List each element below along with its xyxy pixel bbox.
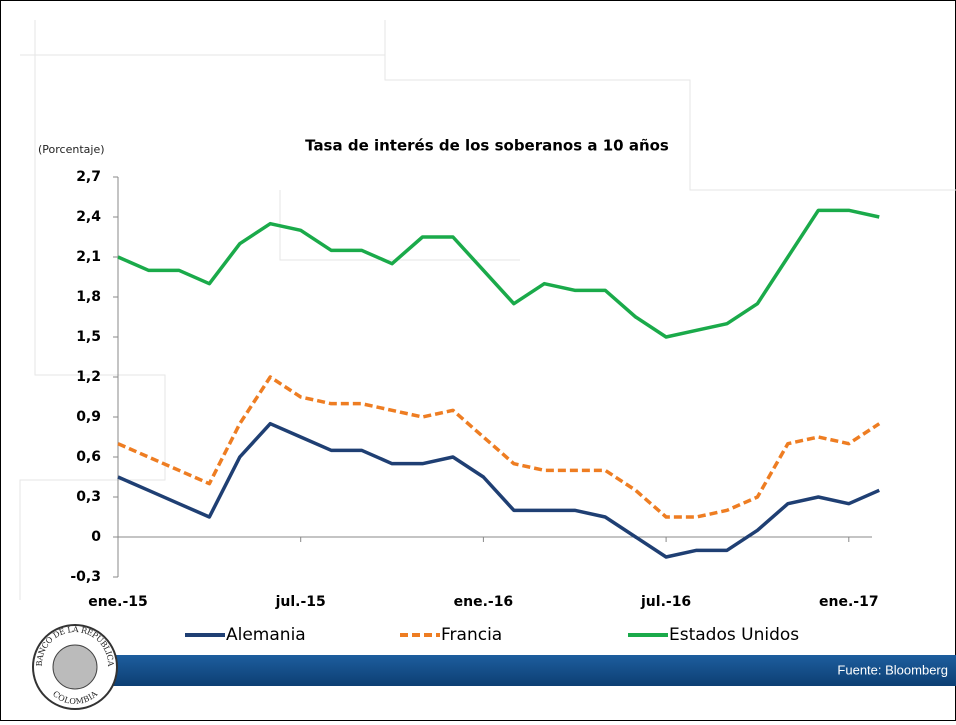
y-tick-label: 0,6 <box>76 449 101 465</box>
logo: BANCO DE LA REPUBLICA COLOMBIA <box>32 624 118 710</box>
plot: -0,3 0 0,3 0,6 0,9 1,2 1,5 1,8 2,1 2,4 2,7 ene.-15 j… <box>70 169 881 645</box>
x-tick-label: ene.-15 <box>88 594 148 610</box>
chart-title: Tasa de interés de los soberanos a 10 añ… <box>305 137 669 155</box>
legend-label: Estados Unidos <box>669 625 799 645</box>
y-axis-label: (Porcentaje) <box>38 143 105 156</box>
y-tick-label: 0,3 <box>76 489 101 505</box>
source: Fuente: Bloomberg <box>837 662 948 677</box>
logo-face <box>52 644 98 690</box>
legend-label: Francia <box>441 625 502 645</box>
background-decoration <box>19 20 956 600</box>
x-tick-label: jul.-16 <box>640 594 691 610</box>
y-tick-label: 2,7 <box>76 169 101 185</box>
y-tick-label: 1,2 <box>76 369 101 385</box>
y-tick-label: 0,9 <box>76 409 101 425</box>
x-tick-label: jul.-15 <box>275 594 326 610</box>
y-tick-label: 1,5 <box>76 329 101 345</box>
y-tick-label: 0 <box>91 529 101 545</box>
y-tick-label: 2,1 <box>76 249 101 265</box>
series-line <box>117 208 880 339</box>
footer-bar <box>90 655 956 686</box>
x-tick-label: ene.-17 <box>819 594 879 610</box>
y-tick-label: 1,8 <box>76 289 101 305</box>
x-tick-label: ene.-16 <box>454 594 514 610</box>
y-tick-label: -0,3 <box>70 569 101 585</box>
legend-label: Alemania <box>226 625 306 645</box>
series-line <box>117 421 880 559</box>
y-tick-label: 2,4 <box>76 209 101 225</box>
series-line <box>117 375 881 519</box>
